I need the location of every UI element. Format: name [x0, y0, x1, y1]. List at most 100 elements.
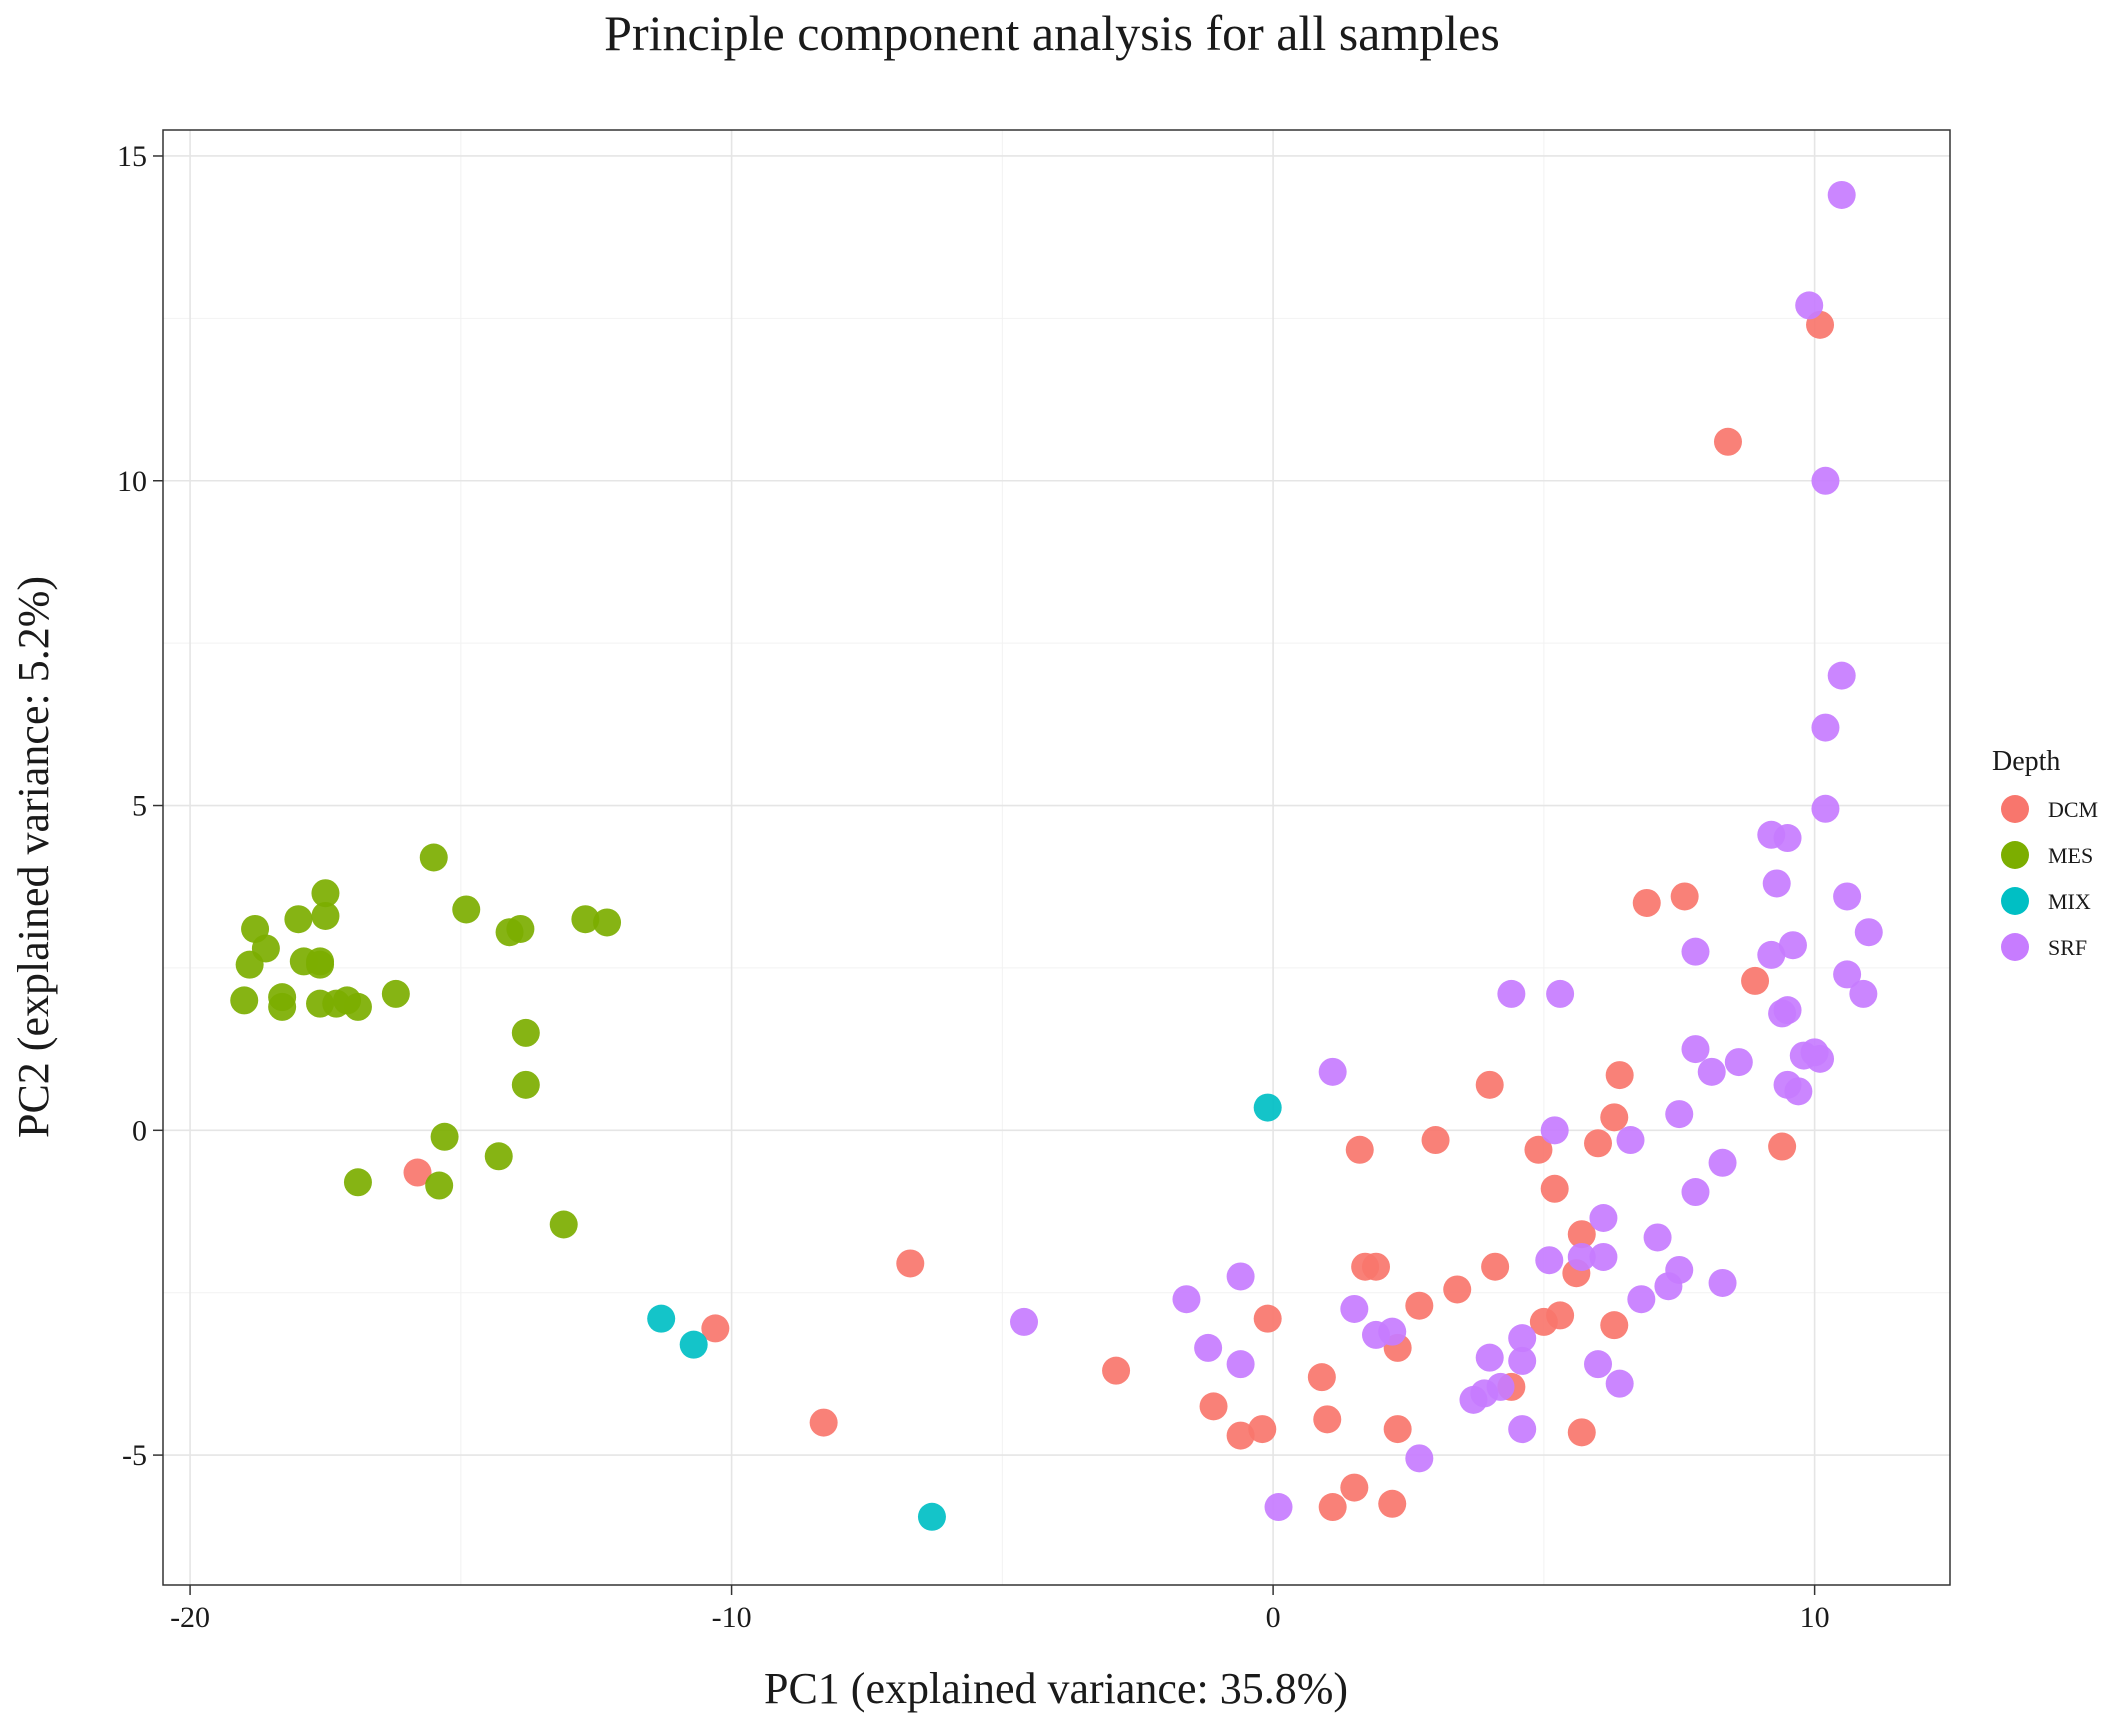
data-point-dcm: [1713, 427, 1742, 456]
data-point-mes: [268, 992, 297, 1021]
data-point-srf: [1773, 824, 1802, 853]
data-point-mes: [571, 905, 600, 934]
data-point-dcm: [1600, 1311, 1629, 1340]
data-point-srf: [1589, 1242, 1618, 1271]
data-point-mes: [343, 1168, 372, 1197]
data-point-srf: [1854, 918, 1883, 947]
data-point-dcm: [1253, 1304, 1282, 1333]
data-point-srf: [1264, 1493, 1293, 1522]
data-point-srf: [1405, 1444, 1434, 1473]
data-point-mes: [343, 992, 372, 1021]
chart-title: Principle component analysis for all sam…: [604, 5, 1500, 61]
data-point-srf: [1627, 1285, 1656, 1314]
data-point-dcm: [1632, 888, 1661, 917]
data-point-mes: [311, 879, 340, 908]
data-point-srf: [1827, 180, 1856, 209]
y-tick-label: 5: [132, 790, 147, 823]
legend-key-srf: [2001, 933, 2029, 961]
data-point-dcm: [1318, 1493, 1347, 1522]
data-point-dcm: [1248, 1415, 1277, 1444]
data-point-dcm: [1567, 1220, 1596, 1249]
data-point-srf: [1849, 979, 1878, 1008]
data-point-mes: [452, 895, 481, 924]
legend-label-srf: SRF: [2048, 935, 2087, 960]
legend-key-mix: [2001, 887, 2029, 915]
data-point-dcm: [1361, 1252, 1390, 1281]
data-point-dcm: [1378, 1489, 1407, 1518]
data-point-dcm: [1741, 966, 1770, 995]
axes: -20 -10 0 10 -5 0 5 10 15: [117, 140, 1830, 1634]
data-point-dcm: [1102, 1356, 1131, 1385]
data-point-mes: [419, 843, 448, 872]
data-point-srf: [1708, 1148, 1737, 1177]
data-point-dcm: [1605, 1061, 1634, 1090]
data-point-srf: [1724, 1048, 1753, 1077]
x-axis-title: PC1 (explained variance: 35.8%): [764, 1664, 1348, 1713]
data-point-srf: [1643, 1223, 1672, 1252]
data-point-srf: [1833, 960, 1862, 989]
data-point-dcm: [1345, 1135, 1374, 1164]
data-point-dcm: [403, 1158, 432, 1187]
data-point-srf: [1010, 1307, 1039, 1336]
y-tick-label: 0: [132, 1114, 147, 1147]
data-point-dcm: [1307, 1363, 1336, 1392]
y-tick-label: -5: [122, 1439, 147, 1472]
data-point-mes: [511, 1018, 540, 1047]
legend-label-dcm: DCM: [2048, 797, 2098, 822]
y-tick-label: 15: [117, 140, 147, 173]
data-point-srf: [1535, 1246, 1564, 1275]
data-point-srf: [1226, 1350, 1255, 1379]
data-point-srf: [1827, 661, 1856, 690]
data-point-srf: [1194, 1333, 1223, 1362]
data-point-dcm: [1443, 1275, 1472, 1304]
data-point-srf: [1697, 1057, 1726, 1086]
data-point-dcm: [1600, 1103, 1629, 1132]
data-point-srf: [1340, 1294, 1369, 1323]
data-point-srf: [1757, 940, 1786, 969]
data-point-srf: [1811, 713, 1840, 742]
data-point-mes: [311, 901, 340, 930]
x-tick-label: 0: [1266, 1601, 1281, 1634]
data-point-mes: [549, 1210, 578, 1239]
data-point-dcm: [701, 1314, 730, 1343]
data-point-mix: [647, 1304, 676, 1333]
data-point-srf: [1540, 1116, 1569, 1145]
data-point-srf: [1654, 1272, 1683, 1301]
legend-title: Depth: [1992, 746, 2060, 777]
data-point-srf: [1318, 1057, 1347, 1086]
y-axis-title: PC2 (explained variance: 5.2%): [9, 576, 58, 1138]
data-point-dcm: [1670, 882, 1699, 911]
data-point-srf: [1459, 1385, 1488, 1414]
data-point-srf: [1784, 1077, 1813, 1106]
data-point-srf: [1589, 1204, 1618, 1233]
y-tick-label: 10: [117, 465, 147, 498]
data-point-dcm: [1405, 1291, 1434, 1320]
data-point-dcm: [1199, 1392, 1228, 1421]
legend: Depth DCM MES MIX SRF: [1992, 746, 2098, 961]
data-point-srf: [1665, 1100, 1694, 1129]
data-point-dcm: [1584, 1129, 1613, 1158]
data-point-mes: [593, 908, 622, 937]
data-point-srf: [1778, 931, 1807, 960]
data-point-srf: [1795, 291, 1824, 320]
data-point-mes: [511, 1070, 540, 1099]
data-point-mes: [381, 979, 410, 1008]
data-point-srf: [1508, 1415, 1537, 1444]
data-point-srf: [1172, 1285, 1201, 1314]
legend-key-mes: [2001, 841, 2029, 869]
data-point-dcm: [809, 1408, 838, 1437]
x-tick-label: 10: [1800, 1601, 1830, 1634]
data-point-srf: [1708, 1268, 1737, 1297]
data-point-srf: [1811, 794, 1840, 823]
data-point-srf: [1378, 1317, 1407, 1346]
data-point-srf: [1508, 1346, 1537, 1375]
data-point-dcm: [1567, 1418, 1596, 1447]
data-point-srf: [1616, 1126, 1645, 1155]
data-point-srf: [1546, 979, 1575, 1008]
data-point-dcm: [1340, 1473, 1369, 1502]
data-point-dcm: [1421, 1126, 1450, 1155]
data-point-dcm: [1383, 1415, 1412, 1444]
data-point-srf: [1800, 1038, 1829, 1067]
data-point-dcm: [1524, 1135, 1553, 1164]
